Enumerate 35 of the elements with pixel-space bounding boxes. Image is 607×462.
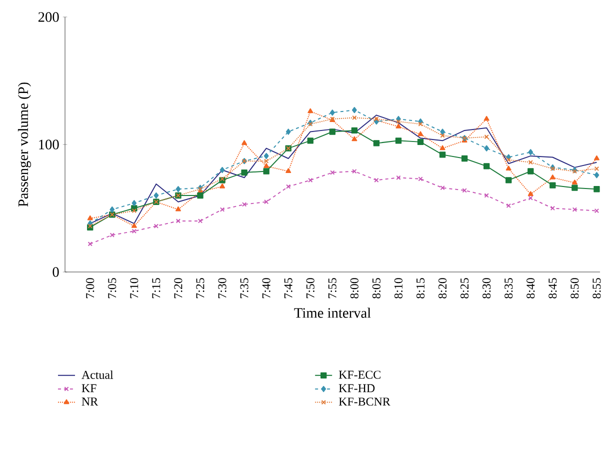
legend-label: Actual — [82, 370, 114, 379]
x-tick-label: 8:25 — [460, 278, 469, 298]
x-tick-label: 8:45 — [548, 278, 557, 298]
x-tick-label: 8:35 — [504, 278, 513, 298]
x-tick-label: 8:00 — [350, 278, 358, 298]
x-tick-label: 8:30 — [482, 278, 491, 298]
x-tick-label: 8:05 — [372, 278, 381, 298]
y-axis-title: Passenger volume (P) — [18, 82, 31, 207]
y-tick-label: 0 — [52, 267, 59, 277]
legend-label: KF-ECC — [338, 370, 380, 379]
x-tick-label: 7:50 — [306, 278, 314, 298]
legend-label: KF-BCNR — [338, 398, 390, 406]
x-tick-label: 7:40 — [262, 278, 270, 298]
x-tick-label: 7:05 — [108, 278, 116, 298]
x-tick-label: 8:50 — [570, 278, 579, 298]
x-tick-label: 7:00 — [86, 278, 94, 298]
legend-label: KF-HD — [338, 384, 375, 392]
x-tick-label: 7:20 — [174, 278, 182, 298]
x-tick-label: 8:20 — [438, 278, 447, 298]
legend-label: NR — [82, 398, 98, 406]
x-axis-title: Time interval — [294, 308, 371, 318]
x-tick-label: 8:55 — [592, 278, 601, 298]
x-tick-label: 8:40 — [526, 278, 535, 298]
legend-label: KF — [82, 384, 96, 392]
x-tick-label: 7:55 — [328, 278, 336, 298]
x-tick-label: 7:10 — [130, 278, 138, 298]
x-tick-label: 7:45 — [284, 278, 292, 298]
x-tick-label: 7:35 — [240, 278, 248, 298]
x-tick-label: 7:15 — [152, 278, 160, 298]
y-tick-label: 200 — [38, 12, 59, 22]
x-tick-label: 7:25 — [196, 278, 204, 298]
y-tick-label: 100 — [39, 140, 59, 150]
x-tick-label: 8:15 — [416, 278, 425, 298]
x-tick-label: 8:10 — [394, 278, 403, 298]
x-tick-label: 7:30 — [218, 278, 226, 298]
